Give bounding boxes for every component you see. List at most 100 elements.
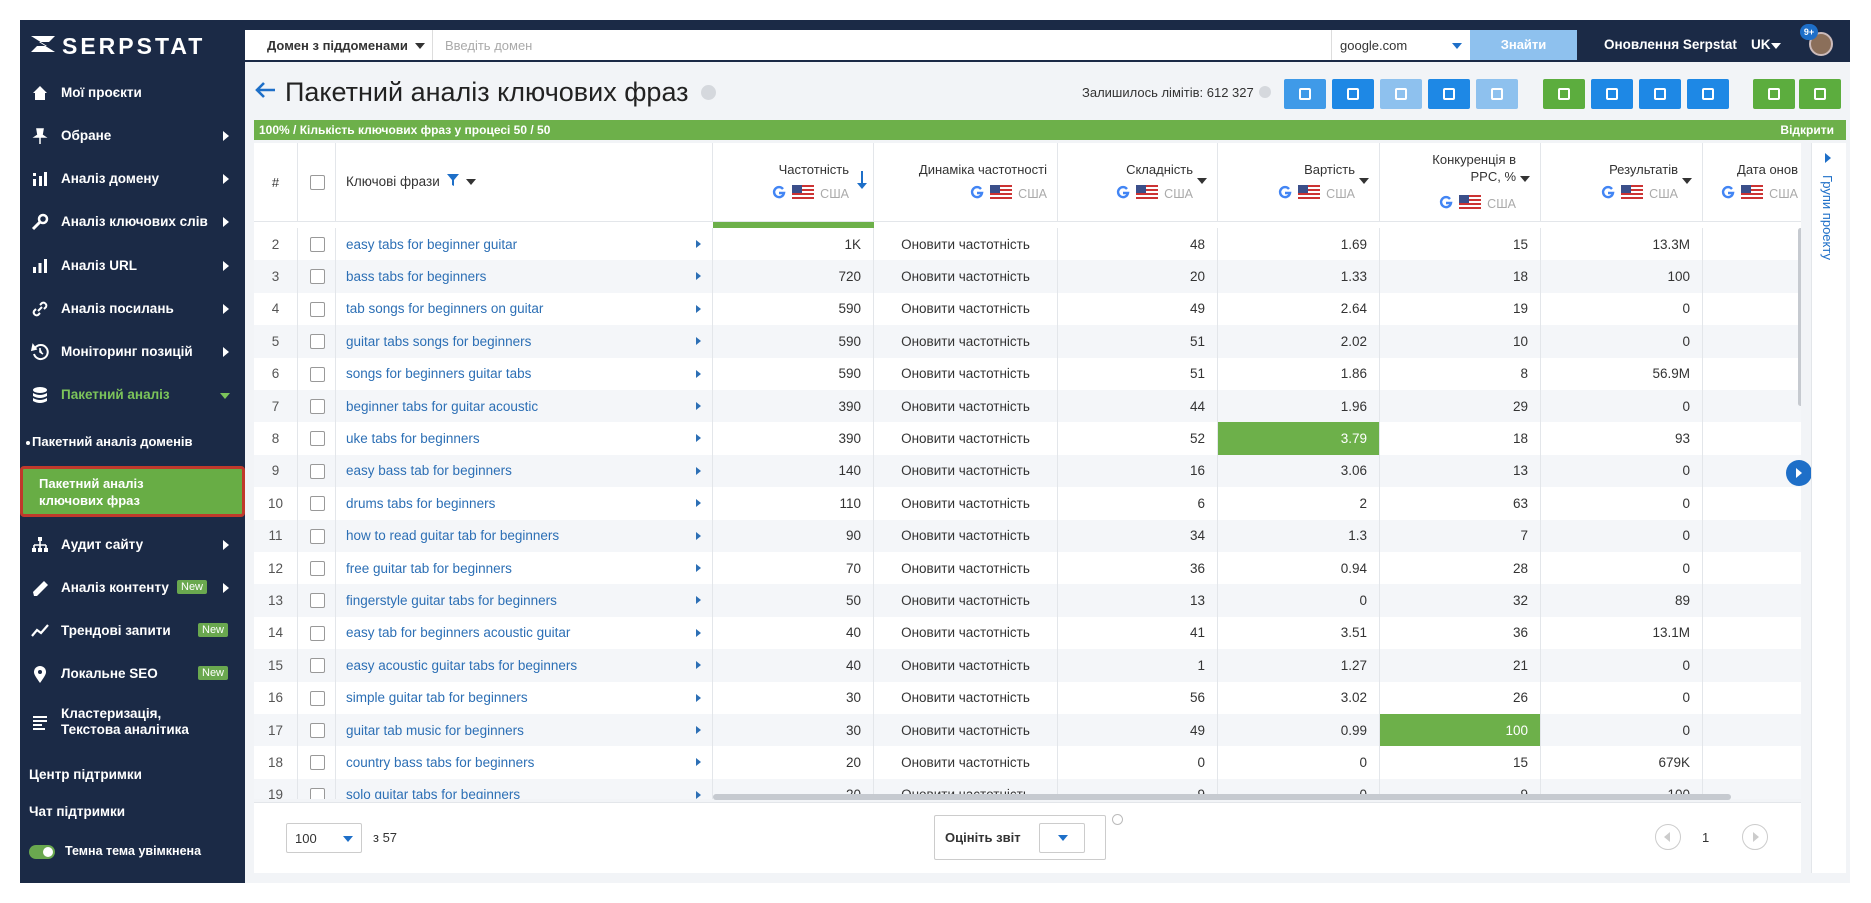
checkbox[interactable] [310,723,325,738]
checkbox[interactable] [310,334,325,350]
toolbar-button[interactable] [1380,79,1422,109]
keyword-link[interactable]: beginner tabs for guitar acoustic [346,398,539,414]
search-engine-select[interactable]: google.com [1331,30,1470,60]
header-cell[interactable]: Вартість США [1218,143,1380,222]
toolbar-button[interactable] [1687,79,1729,109]
rate-select[interactable] [1039,823,1085,853]
menu-item[interactable]: Моніторинг позицій [20,332,245,372]
toolbar-button[interactable] [1639,79,1681,109]
menu-item[interactable]: Мої проєкти [20,73,245,113]
toolbar-button[interactable] [1753,79,1795,109]
menu-item[interactable]: Пакетний аналіз [20,375,245,415]
search-button[interactable]: Знайти [1470,30,1577,60]
keyword-link[interactable]: free guitar tab for beginners [346,560,512,576]
dynamics-link[interactable]: Оновити частотність [874,357,1058,390]
checkbox[interactable] [310,690,325,706]
keyword-link[interactable]: easy tabs for beginner guitar [346,236,518,252]
toolbar-button[interactable] [1799,79,1841,109]
checkbox[interactable] [310,431,325,447]
dynamics-link[interactable]: Оновити частотність [874,778,1058,799]
dynamics-link[interactable]: Оновити частотність [874,649,1058,682]
dynamics-link[interactable]: Оновити частотність [874,292,1058,326]
checkbox[interactable] [310,625,325,641]
progress-open[interactable]: Відкрити [1780,123,1834,137]
checkbox[interactable] [310,463,325,479]
menu-item[interactable]: Обране [20,116,245,156]
dynamics-link[interactable]: Оновити частотність [874,746,1058,779]
keyword-link[interactable]: easy acoustic guitar tabs for beginners [346,657,578,673]
menu-item[interactable]: Аналіз ключових слів [20,202,245,242]
keyword-link[interactable]: simple guitar tab for beginners [346,690,528,706]
dynamics-link[interactable]: Оновити частотність [874,325,1058,358]
updates-link[interactable]: Оновлення Serpstat [1604,37,1737,52]
checkbox[interactable] [310,301,325,317]
header-cell[interactable]: Складність США [1058,143,1218,222]
checkbox[interactable] [310,496,325,512]
menu-item[interactable]: Аудит сайту [20,525,245,565]
header-cell[interactable]: Конкуренція в PPC, % США [1380,143,1541,222]
dynamics-link[interactable]: Оновити частотність [874,228,1058,261]
prev-page[interactable] [1655,824,1681,850]
menu-item[interactable]: Аналіз контенту New [20,568,245,608]
dynamics-link[interactable]: Оновити частотність [874,519,1058,552]
dynamics-link[interactable]: Оновити частотність [874,422,1058,455]
keyword-link[interactable]: bass tabs for beginners [346,269,487,285]
keyword-link[interactable]: how to read guitar tab for beginners [346,528,560,544]
toolbar-button[interactable] [1284,79,1326,109]
keyword-link[interactable]: easy bass tab for beginners [346,463,512,479]
dynamics-link[interactable]: Оновити частотність [874,552,1058,585]
toolbar-button[interactable] [1428,79,1470,109]
keyword-link[interactable]: guitar tabs songs for beginners [346,333,532,349]
domain-mode-select[interactable]: Домен з піддоменами [245,30,433,60]
menu-item[interactable]: Аналіз домену [20,159,245,199]
submenu-item-active[interactable]: Пакетний аналіз ключових фраз [20,466,245,517]
checkbox[interactable] [310,658,325,674]
keyword-link[interactable]: uke tabs for beginners [346,431,480,447]
header-cell[interactable]: Частотність США [713,143,874,222]
next-page[interactable] [1742,824,1768,850]
header-cell[interactable]: Результатів США [1541,143,1703,222]
keyword-link[interactable]: solo guitar tabs for beginners [346,787,521,799]
dynamics-link[interactable]: Оновити частотність [874,487,1058,520]
keyword-link[interactable]: country bass tabs for beginners [346,755,535,771]
keyword-link[interactable]: easy tab for beginners acoustic guitar [346,625,571,641]
keyword-link[interactable]: tab songs for beginners on guitar [346,301,544,317]
toolbar-button[interactable] [1591,79,1633,109]
support-link[interactable]: Чат підтримки [29,804,126,819]
keyword-link[interactable]: guitar tab music for beginners [346,722,524,738]
filter-icon[interactable] [446,173,460,190]
header-cell[interactable]: Дата онов США [1703,143,1801,222]
checkbox[interactable] [310,175,325,190]
dynamics-link[interactable]: Оновити частотність [874,584,1058,617]
toolbar-button[interactable] [1332,79,1374,109]
dynamics-link[interactable]: Оновити частотність [874,390,1058,423]
project-groups-panel[interactable]: Групи проекту [1811,143,1846,873]
dynamics-link[interactable]: Оновити частотність [874,454,1058,488]
keyword-link[interactable]: songs for beginners guitar tabs [346,366,532,382]
menu-item[interactable]: Аналіз посилань [20,289,245,329]
toolbar-button[interactable] [1543,79,1585,109]
checkbox[interactable] [310,755,325,771]
back-arrow[interactable] [253,80,277,105]
header-cell[interactable]: Динаміка частотності США [874,143,1058,222]
toolbar-button[interactable] [1476,79,1518,109]
checkbox[interactable] [310,561,325,576]
submenu-item[interactable]: Пакетний аналіз доменів [32,434,193,449]
checkbox[interactable] [310,593,325,609]
theme-switch[interactable] [29,845,55,859]
checkbox[interactable] [310,237,325,252]
checkbox[interactable] [310,528,325,544]
keyword-link[interactable]: drums tabs for beginners [346,495,496,511]
menu-item[interactable]: Аналіз URL [20,246,245,286]
dynamics-link[interactable]: Оновити частотність [874,714,1058,747]
dynamics-link[interactable]: Оновити частотність [874,616,1058,650]
keyword-link[interactable]: fingerstyle guitar tabs for beginners [346,593,557,609]
dynamics-link[interactable]: Оновити частотність [874,260,1058,293]
menu-item[interactable]: Кластеризація, Текстова аналітика [20,702,245,742]
menu-item[interactable]: Локальне SEO New [20,654,245,694]
checkbox[interactable] [310,366,325,382]
support-link[interactable]: Центр підтримки [29,767,142,782]
dynamics-link[interactable]: Оновити частотність [874,681,1058,714]
per-page-select[interactable]: 100 [286,823,362,853]
domain-input[interactable]: Введіть домен [433,30,1331,60]
